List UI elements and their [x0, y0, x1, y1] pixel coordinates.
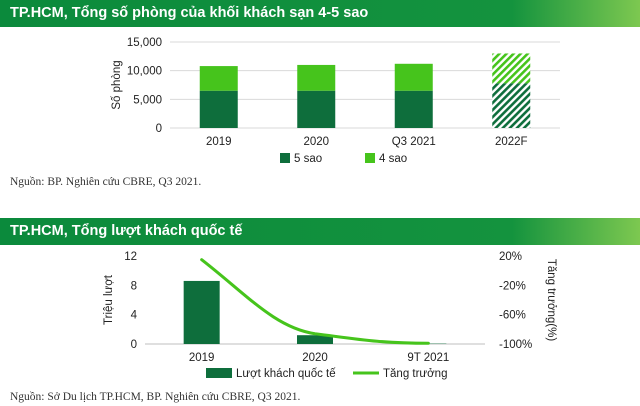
y-tick-label: 5,000	[133, 94, 162, 106]
chart2-title-banner: TP.HCM, Tổng lượt khách quốc tế	[0, 218, 640, 245]
growth-line	[200, 258, 430, 345]
y-tick-label: 0	[156, 123, 162, 135]
y2-tick-label: -100%	[499, 339, 532, 351]
bar-4-sao	[297, 64, 336, 91]
y-tick-label: 12	[124, 251, 137, 263]
chart1-title: TP.HCM, Tổng số phòng của khối khách sạn…	[10, 5, 369, 21]
bar-4-sao	[394, 63, 433, 91]
bar-4-sao	[199, 66, 238, 91]
chart2-bar-line-chart: 0 4 8 12 20% -20% -60% -100% Triệu lượt Tăng trưở…	[103, 251, 557, 380]
y-axis-label: Triệu lượt	[103, 274, 115, 325]
x-tick-label: 2019	[189, 352, 215, 364]
legend-label: 4 sao	[379, 153, 407, 165]
bar-luot-khach	[183, 280, 220, 344]
chart1-source-note: Nguồn: BP. Nghiên cứu CBRE, Q3 2021.	[10, 176, 202, 188]
banner-background	[0, 0, 640, 27]
chart2-source-note: Nguồn: Sở Du lịch TP.HCM, BP. Nghiên cứu…	[10, 391, 301, 403]
x-tick-label: 9T 2021	[407, 352, 449, 364]
y-tick-label: 8	[131, 280, 137, 292]
bar-5-sao	[297, 90, 336, 128]
bar-4-sao	[492, 53, 531, 84]
x-tick-label: Q3 2021	[392, 136, 436, 148]
bar-5-sao	[199, 90, 238, 128]
x-tick-label: 2020	[302, 352, 328, 364]
x-tick-label: 2019	[206, 136, 232, 148]
chart1-stacked-bar-chart: 0 5,000 10,000 15,000 Số phòng 2019 2020 Q3 202…	[111, 37, 560, 165]
legend-label: 5 sao	[294, 153, 322, 165]
legend-swatch	[365, 153, 375, 163]
banner-background	[0, 218, 640, 245]
legend-label: Lượt khách quốc tế	[236, 368, 336, 380]
legend-swatch	[280, 153, 290, 163]
y-tick-label: 15,000	[127, 37, 162, 49]
legend-label: Tăng trưởng	[383, 368, 447, 380]
bar-5-sao	[394, 90, 433, 128]
x-tick-label: 2022F	[495, 136, 528, 148]
bar-luot-khach	[297, 335, 333, 344]
bar-5-sao	[492, 83, 531, 128]
y-tick-label: 4	[131, 310, 138, 322]
x-tick-label: 2020	[303, 136, 329, 148]
chart1-title-banner: TP.HCM, Tổng số phòng của khối khách sạn…	[0, 0, 640, 27]
y-axis-label: Số phòng	[111, 60, 123, 109]
y-tick-label: 10,000	[127, 66, 162, 78]
chart2-title: TP.HCM, Tổng lượt khách quốc tế	[10, 223, 243, 239]
y2-tick-label: -60%	[499, 310, 526, 322]
legend-swatch-bars	[206, 368, 232, 378]
y-tick-label: 0	[131, 339, 137, 351]
y2-axis-label: Tăng trưởng(%)	[545, 259, 557, 342]
y2-tick-label: 20%	[499, 251, 522, 263]
y2-tick-label: -20%	[499, 280, 526, 292]
